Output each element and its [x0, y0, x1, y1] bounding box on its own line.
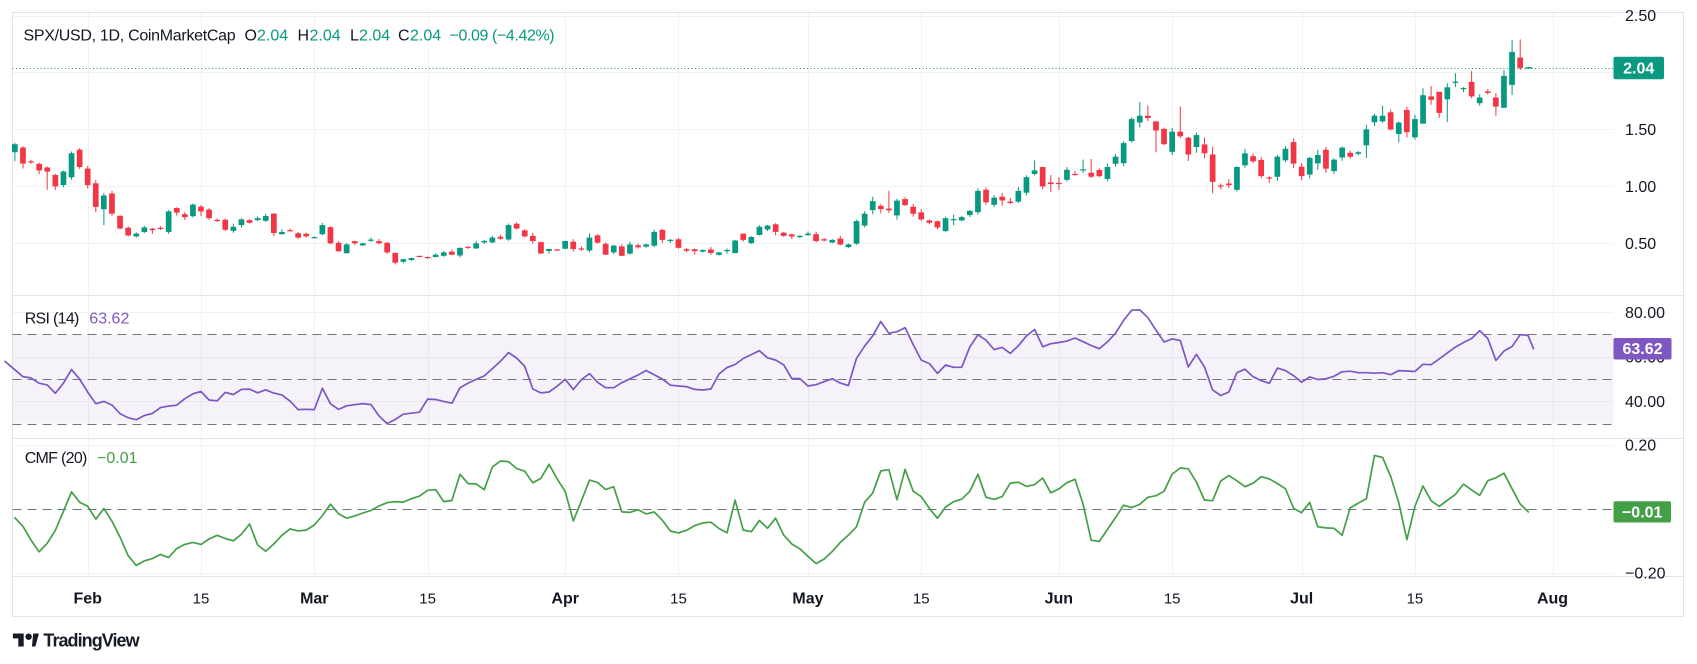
svg-text:Mar: Mar: [300, 591, 328, 608]
svg-text:−0.01: −0.01: [97, 450, 138, 467]
svg-text:CMF (20): CMF (20): [25, 450, 87, 467]
svg-text:May: May: [792, 591, 823, 608]
svg-text:Jul: Jul: [1290, 591, 1313, 608]
svg-text:H: H: [298, 28, 310, 45]
svg-text:63.62: 63.62: [89, 311, 129, 328]
svg-text:TradingView: TradingView: [43, 631, 140, 651]
svg-text:15: 15: [419, 591, 436, 608]
svg-text:2.04: 2.04: [410, 28, 441, 45]
svg-text:40.00: 40.00: [1625, 394, 1665, 411]
svg-text:1.50: 1.50: [1625, 122, 1656, 139]
svg-text:15: 15: [1164, 591, 1181, 608]
svg-text:0.20: 0.20: [1625, 438, 1656, 455]
svg-text:2.04: 2.04: [359, 28, 390, 45]
svg-text:2.50: 2.50: [1625, 8, 1656, 25]
svg-text:15: 15: [670, 591, 687, 608]
svg-text:RSI (14): RSI (14): [25, 311, 79, 328]
svg-text:C: C: [398, 28, 410, 45]
svg-text:−0.20: −0.20: [1625, 565, 1666, 582]
svg-text:Aug: Aug: [1537, 591, 1568, 608]
svg-text:O: O: [245, 28, 257, 45]
svg-text:15: 15: [193, 591, 210, 608]
svg-text:SPX/USD, 1D, CoinMarketCap: SPX/USD, 1D, CoinMarketCap: [24, 28, 236, 45]
svg-text:1.00: 1.00: [1625, 179, 1656, 196]
svg-text:Feb: Feb: [73, 591, 102, 608]
svg-text:80.00: 80.00: [1625, 305, 1665, 322]
svg-text:15: 15: [1407, 591, 1424, 608]
svg-text:Jun: Jun: [1045, 591, 1073, 608]
svg-text:15: 15: [913, 591, 930, 608]
svg-text:Apr: Apr: [551, 591, 579, 608]
svg-text:2.04: 2.04: [310, 28, 341, 45]
svg-text:−0.01: −0.01: [1622, 504, 1663, 521]
svg-text:2.04: 2.04: [1623, 60, 1654, 77]
svg-text:−0.09 (−4.42%): −0.09 (−4.42%): [450, 28, 555, 45]
svg-text:63.62: 63.62: [1622, 341, 1662, 358]
svg-text:L: L: [350, 28, 359, 45]
svg-text:2.04: 2.04: [257, 28, 288, 45]
svg-text:0.50: 0.50: [1625, 236, 1656, 253]
